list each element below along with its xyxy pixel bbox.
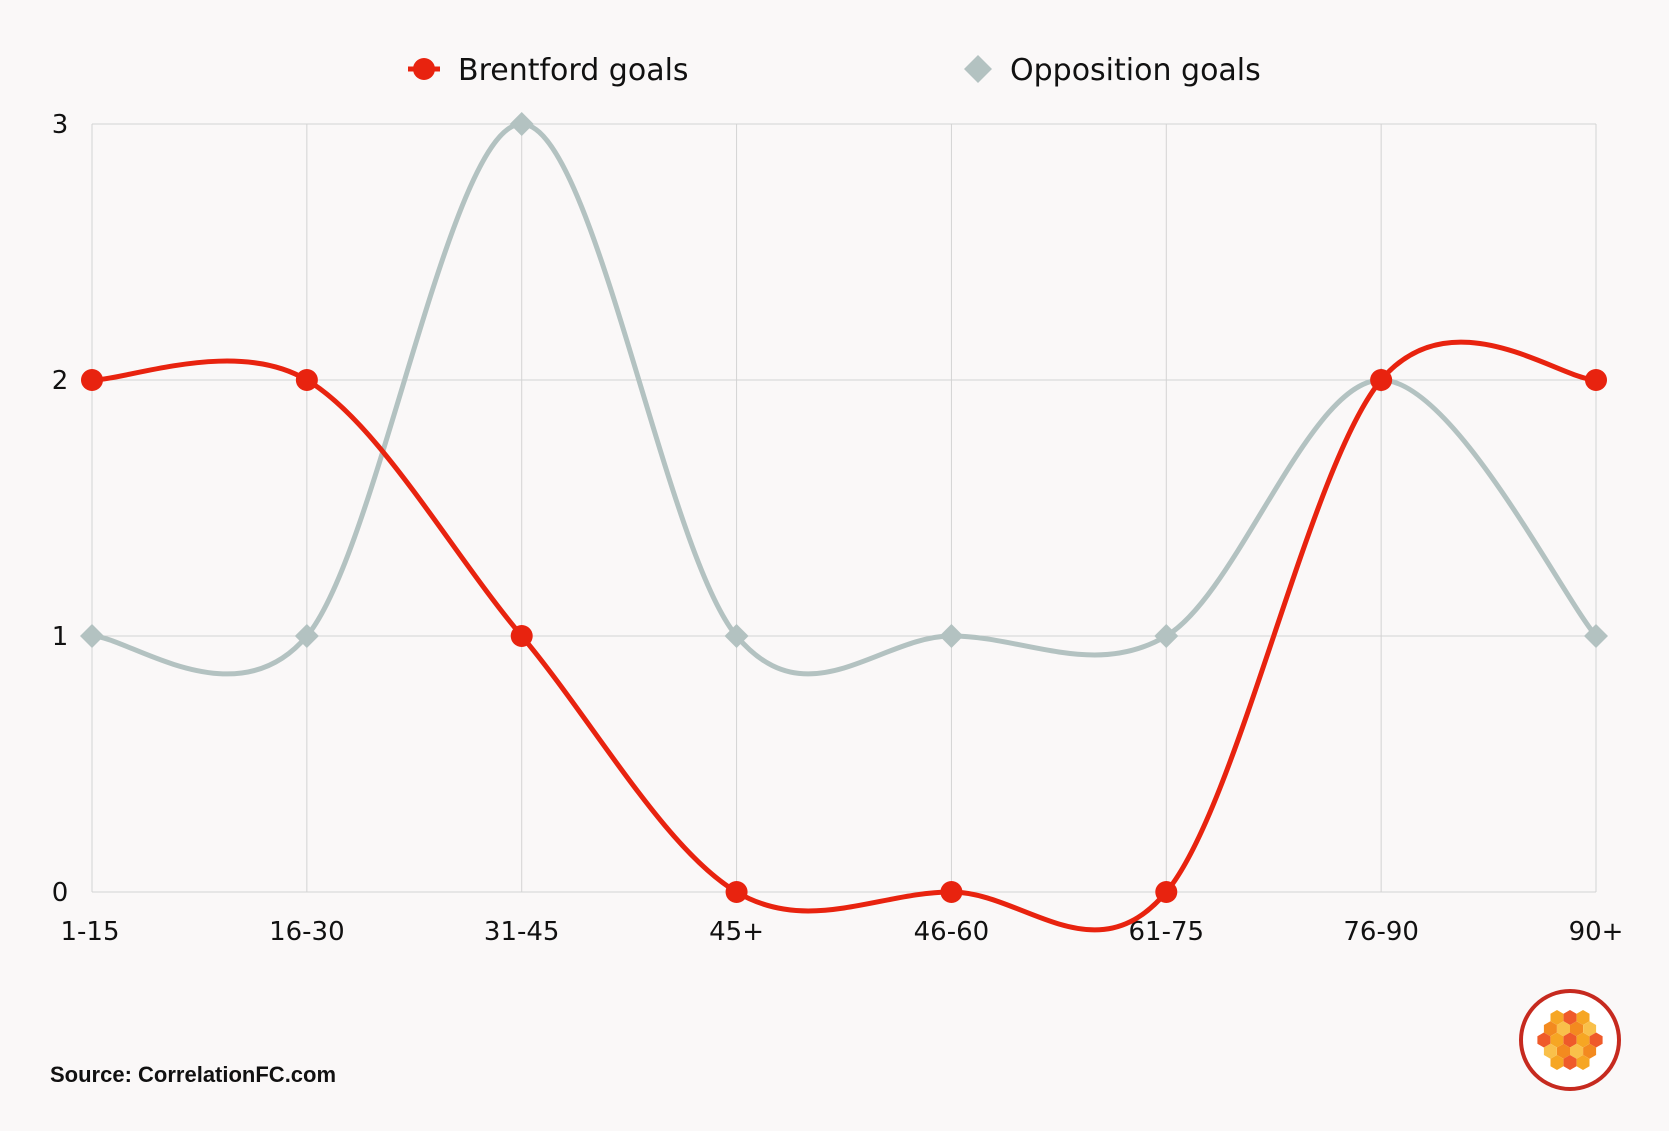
logo-hex xyxy=(1563,1010,1577,1025)
series-lines xyxy=(80,112,1608,933)
brentford-point xyxy=(295,369,318,391)
opposition-point xyxy=(509,112,534,136)
logo-hex xyxy=(1589,1032,1603,1048)
logo-hex xyxy=(1570,1021,1583,1037)
logo-hex xyxy=(1583,1043,1597,1059)
source-note: Source: CorrelationFC.com xyxy=(50,1062,337,1087)
x-tick-label: 46-60 xyxy=(914,917,990,947)
y-tick-label: 1 xyxy=(52,622,69,652)
x-tick-label: 45+ xyxy=(709,917,764,947)
brentford-point xyxy=(1585,369,1607,391)
opposition-point xyxy=(1584,624,1608,648)
logo-hex xyxy=(1576,1032,1590,1048)
brentford-point xyxy=(1155,881,1178,903)
opposition-point xyxy=(80,624,104,648)
series-line-1 xyxy=(89,121,1599,677)
logo-hex xyxy=(1537,1032,1551,1048)
x-tick-label: 61-75 xyxy=(1129,917,1205,947)
opposition-point xyxy=(294,624,319,648)
series-line-0 xyxy=(89,339,1599,933)
opposition-point xyxy=(1154,624,1179,648)
x-tick-label: 90+ xyxy=(1569,917,1624,947)
grid xyxy=(91,123,1597,893)
logo-hex xyxy=(1563,1032,1577,1048)
logo-hex xyxy=(1563,1055,1577,1070)
legend-brentford-label: Brentford goals xyxy=(458,53,689,88)
opposition-point xyxy=(724,624,749,648)
x-tick-label: 76-90 xyxy=(1343,917,1419,947)
brentford-point xyxy=(1370,369,1393,391)
brentford-point xyxy=(81,369,103,391)
x-tick-label: 16-30 xyxy=(269,917,345,947)
logo-hex xyxy=(1557,1043,1570,1059)
legend-brentford-marker xyxy=(413,58,435,80)
logo-hex xyxy=(1550,1032,1564,1048)
logo-hex xyxy=(1543,1043,1557,1059)
y-tick-label: 3 xyxy=(52,110,69,140)
brentford-point xyxy=(510,625,533,647)
x-tick-label: 31-45 xyxy=(484,917,560,947)
x-axis-ticks: 1-15 16-30 31-45 45+ 46-60 61-75 76-90 90+ xyxy=(60,917,1623,947)
logo-hex xyxy=(1550,1055,1564,1070)
y-tick-label: 0 xyxy=(52,878,69,908)
legend: Brentford goals Opposition goals xyxy=(408,53,1261,88)
logo-hex xyxy=(1570,1043,1583,1059)
logo-hex xyxy=(1583,1021,1597,1037)
brentford-point xyxy=(725,881,748,903)
brentford-point xyxy=(940,881,963,903)
y-tick-label: 2 xyxy=(52,366,69,396)
legend-opposition-marker xyxy=(964,55,992,83)
logo-hex xyxy=(1557,1021,1570,1037)
y-axis-ticks: 0 1 2 3 xyxy=(52,110,69,908)
honeycomb-logo-icon xyxy=(1519,989,1621,1091)
opposition-point xyxy=(939,624,964,648)
legend-opposition-label: Opposition goals xyxy=(1010,53,1261,88)
logo-hex xyxy=(1576,1055,1590,1070)
x-tick-label: 1-15 xyxy=(60,917,119,947)
logo-hex xyxy=(1550,1010,1564,1025)
logo-hex xyxy=(1543,1021,1557,1037)
logo-hex xyxy=(1576,1010,1590,1025)
